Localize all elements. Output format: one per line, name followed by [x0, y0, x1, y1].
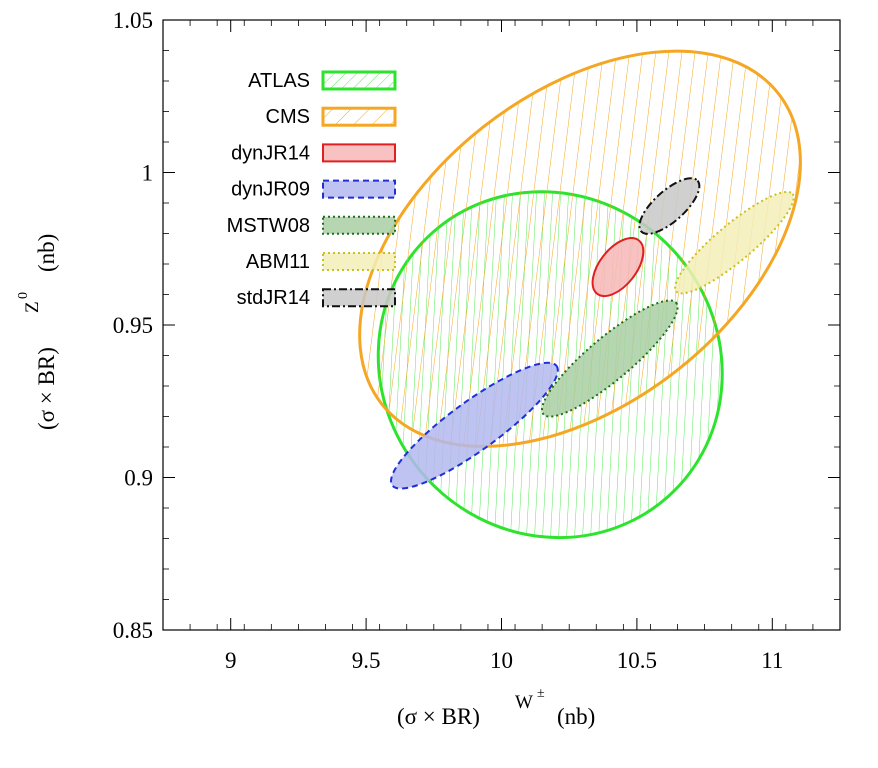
- legend-swatch-atlas: [321, 70, 397, 91]
- x-tick-label: 10.5: [617, 648, 657, 673]
- x-tick-label: 11: [761, 648, 783, 673]
- legend-item-mstw08: MSTW08: [227, 215, 396, 237]
- legend-swatch-stdjr14: [322, 288, 396, 308]
- y-axis-label-unit: (nb): [34, 234, 59, 272]
- legend: ATLAS CMS dynJR14 dynJR09 MSTW08 ABM11 stdJR14: [227, 70, 397, 309]
- x-tick-label: 9: [225, 648, 237, 673]
- legend-item-cms: CMS: [266, 106, 397, 128]
- legend-label: ATLAS: [248, 70, 310, 92]
- ellipse-dynjr14: [591, 237, 645, 298]
- ellipse-stdjr14: [638, 177, 701, 235]
- legend-swatch-dynjr14: [322, 143, 396, 163]
- legend-swatch-cms: [321, 106, 397, 127]
- legend-swatch-abm11: [322, 252, 396, 271]
- ellipse-abm11: [674, 190, 795, 295]
- x-axis-label-supsup: ±: [537, 686, 545, 701]
- legend-swatch-mstw08: [322, 215, 396, 235]
- legend-swatch-dynjr09: [322, 179, 396, 199]
- legend-label: ABM11: [246, 251, 310, 273]
- ellipse-cms: [358, 49, 802, 448]
- y-axis-label-supsup: 0: [16, 292, 31, 299]
- ellipse-dynjr09: [390, 361, 559, 490]
- x-axis-label: (σ × BR) W ± (nb): [397, 686, 595, 729]
- y-tick-label: 1.05: [113, 8, 153, 33]
- y-tick-label: 0.9: [124, 466, 153, 491]
- y-axis-label-sup: Z: [22, 301, 43, 313]
- x-axis-label-base: (σ × BR): [397, 704, 480, 729]
- legend-item-dynjr14: dynJR14: [231, 142, 396, 164]
- ellipse-layer: [358, 49, 802, 540]
- legend-item-stdjr14: stdJR14: [237, 287, 396, 309]
- tick-layer: 9 9.5 10 10.5 11 0.85 0.9 0.95 1 1.05: [113, 8, 841, 673]
- legend-label: CMS: [266, 106, 310, 128]
- x-tick-label: 10: [490, 648, 513, 673]
- legend-label: dynJR09: [231, 179, 310, 201]
- legend-item-abm11: ABM11: [246, 251, 396, 273]
- legend-label: MSTW08: [227, 215, 310, 237]
- x-tick-label: 9.5: [352, 648, 381, 673]
- x-axis-label-sup: W: [515, 692, 533, 713]
- legend-item-atlas: ATLAS: [248, 70, 397, 92]
- y-axis-label-base: (σ × BR): [34, 347, 59, 430]
- legend-item-dynjr09: dynJR09: [231, 179, 396, 201]
- legend-label: dynJR14: [231, 142, 310, 164]
- ellipse-mstw08: [541, 299, 679, 418]
- x-axis-label-unit: (nb): [557, 704, 595, 729]
- y-axis-label: (σ × BR) Z 0 (nb): [16, 234, 59, 430]
- y-tick-label: 1: [142, 161, 154, 186]
- y-tick-label: 0.95: [113, 313, 153, 338]
- y-tick-label: 0.85: [113, 618, 153, 643]
- legend-label: stdJR14: [237, 287, 310, 309]
